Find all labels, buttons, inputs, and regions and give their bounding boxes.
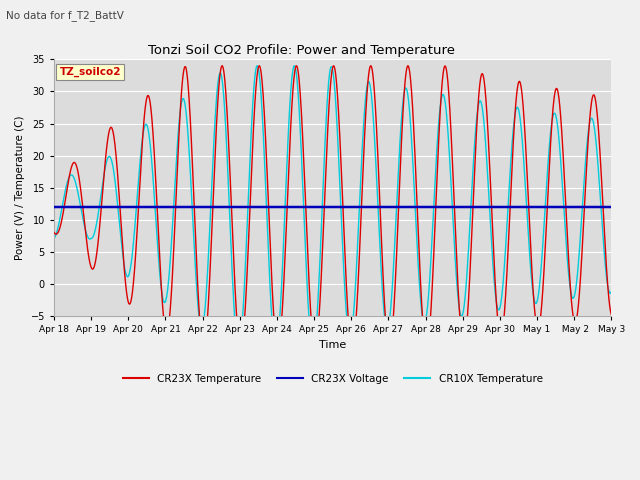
Text: No data for f_T2_BattV: No data for f_T2_BattV: [6, 10, 124, 21]
Text: Tonzi Soil CO2 Profile: Power and Temperature: Tonzi Soil CO2 Profile: Power and Temper…: [148, 44, 455, 57]
Legend: CR23X Temperature, CR23X Voltage, CR10X Temperature: CR23X Temperature, CR23X Voltage, CR10X …: [118, 370, 547, 388]
Text: TZ_soilco2: TZ_soilco2: [60, 67, 121, 77]
X-axis label: Time: Time: [319, 340, 346, 350]
Y-axis label: Power (V) / Temperature (C): Power (V) / Temperature (C): [15, 116, 25, 260]
